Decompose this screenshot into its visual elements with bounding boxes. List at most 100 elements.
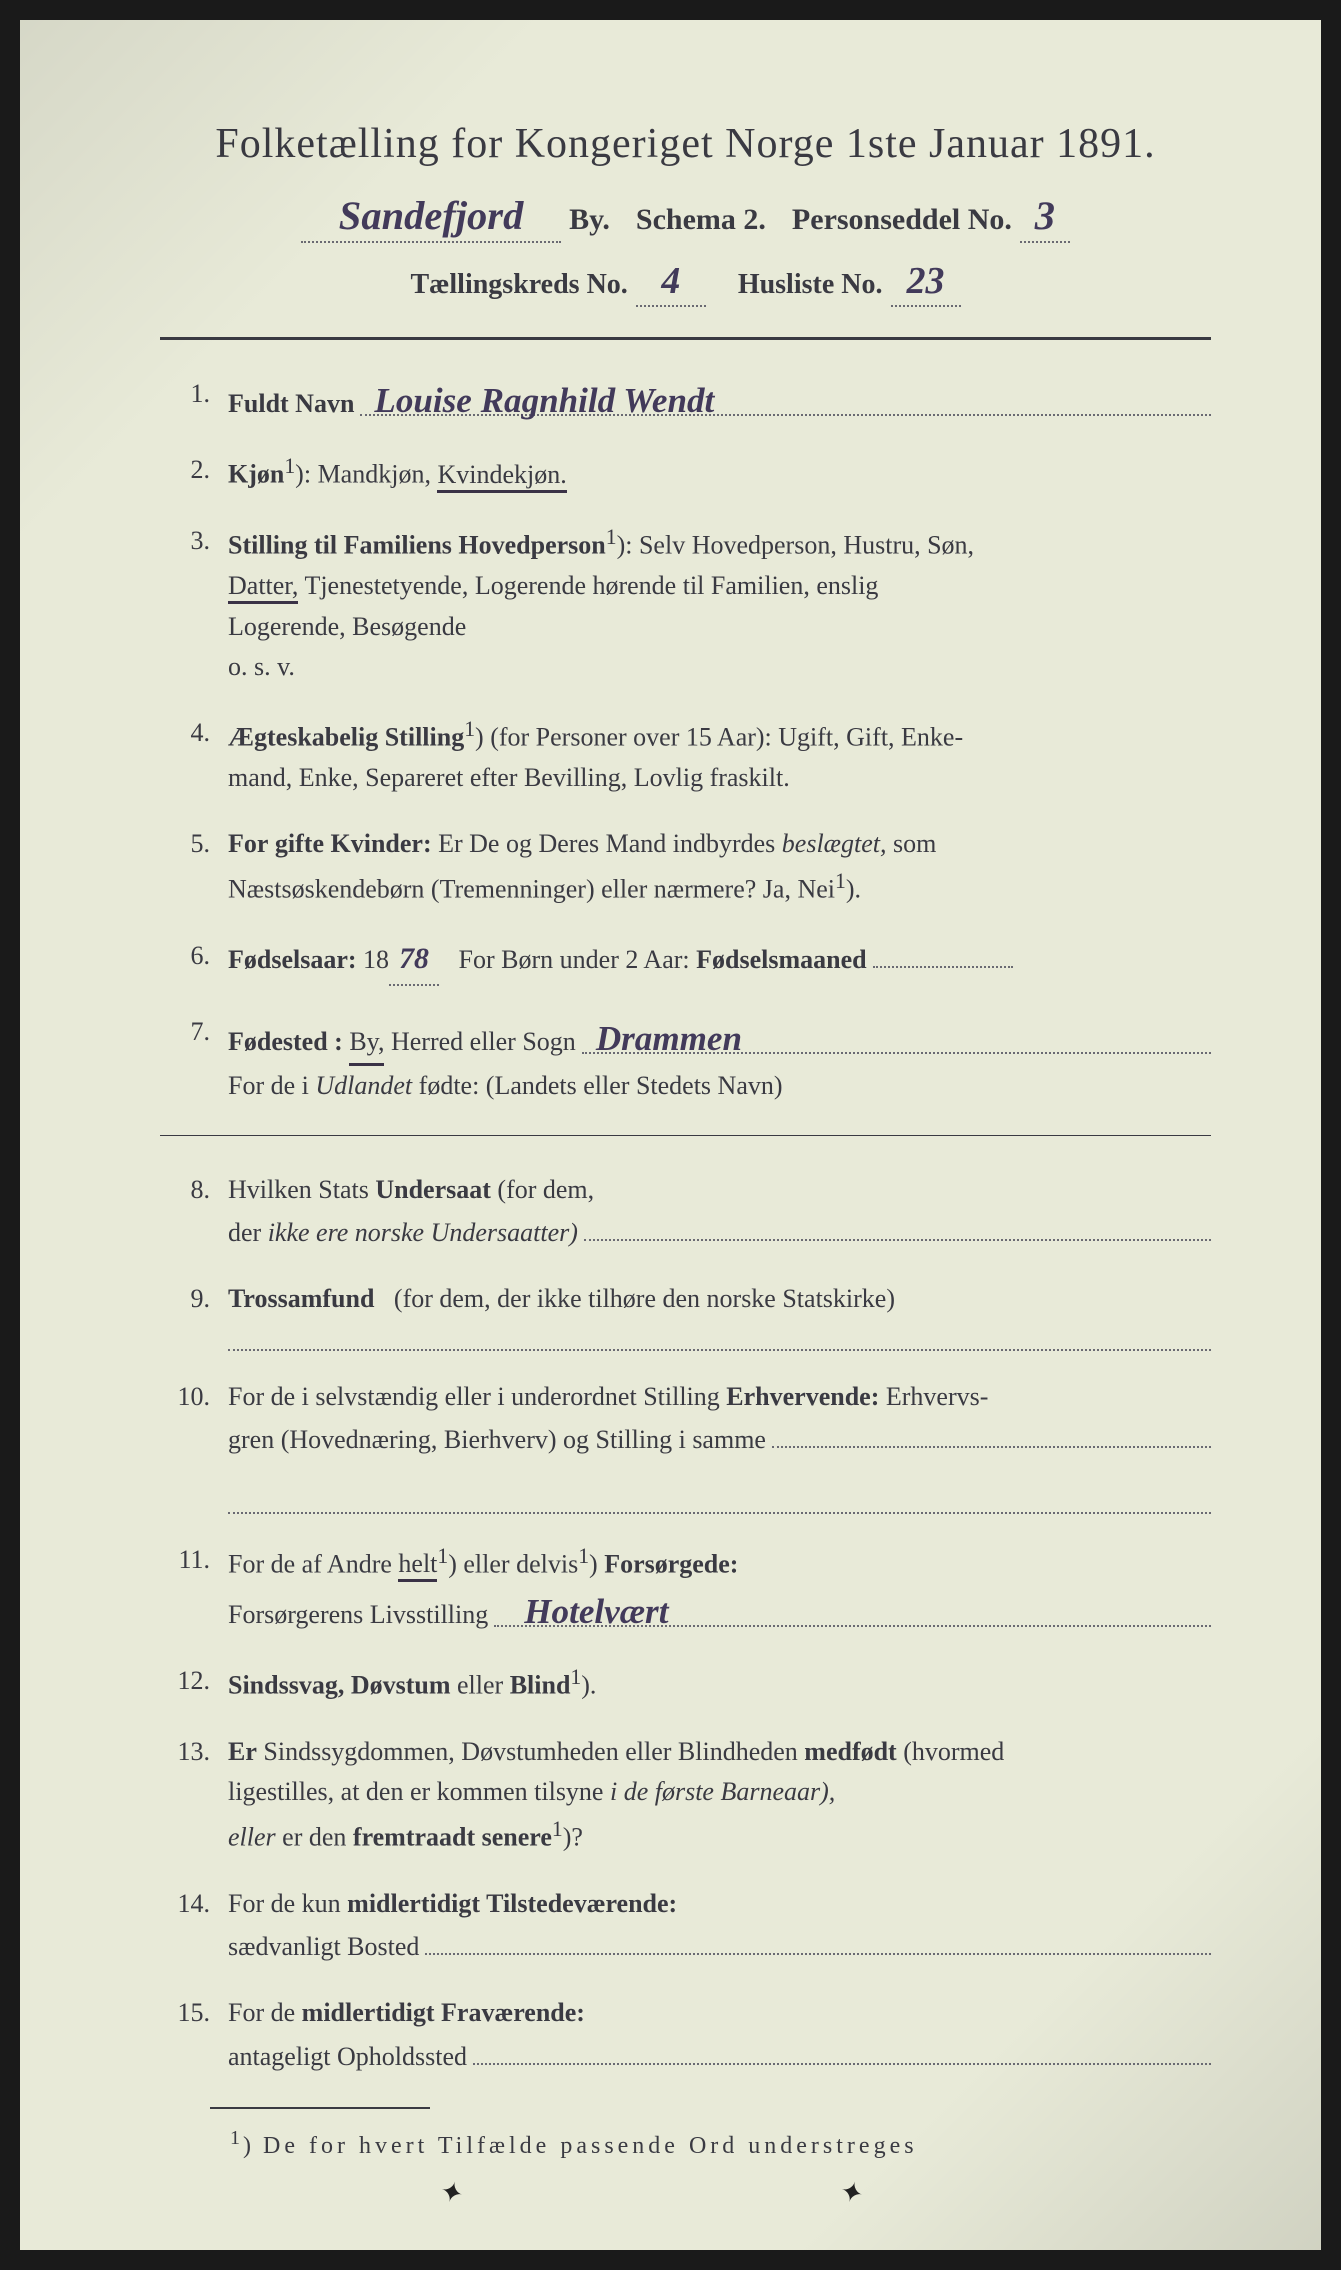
item-8-line1c: (for dem,: [497, 1175, 594, 1204]
schema-label: Schema 2.: [636, 203, 766, 237]
item-15-line1a: For de: [228, 1998, 295, 2027]
item-13-line3b: fremtraadt senere: [353, 1822, 552, 1851]
item-3-line4: o. s. v.: [228, 652, 295, 681]
item-6: 6. Fødselsaar: 1878 For Børn under 2 Aar…: [160, 936, 1211, 986]
sup: 1: [552, 1817, 563, 1841]
tick-mark-icon: ✦: [436, 2174, 467, 2213]
item-8: 8. Hvilken Stats Undersaat (for dem, der…: [160, 1170, 1211, 1254]
item-2-label: Kjøn: [228, 460, 284, 489]
item-10-line1c: Erhvervs-: [886, 1382, 989, 1411]
item-8-line2a: der: [228, 1213, 261, 1253]
item-4: 4. Ægteskabelig Stilling1) (for Personer…: [160, 713, 1211, 798]
form-header: Folketælling for Kongeriget Norge 1ste J…: [160, 120, 1211, 307]
item-num: 2.: [160, 450, 210, 490]
item-13-line3a: er den: [282, 1822, 346, 1851]
opt-by: By,: [349, 1022, 384, 1066]
item-14: 14. For de kun midlertidigt Tilstedevære…: [160, 1884, 1211, 1968]
item-3-line2a: Tjenestetyende, Logerende hørende til Fa…: [304, 571, 878, 600]
opt-datter: Datter,: [228, 571, 298, 604]
item-11-mid: ) eller delvis: [448, 1549, 578, 1578]
item-num: 6.: [160, 936, 210, 976]
item-num: 7.: [160, 1012, 210, 1052]
item-7-line2i: Udlandet: [315, 1071, 412, 1100]
item-9-label: Trossamfund: [228, 1284, 374, 1313]
item-13-line3c: )?: [563, 1822, 583, 1851]
person-no-field: 3: [1020, 192, 1070, 243]
item-6-label2: Fødselsmaaned: [696, 945, 866, 974]
item-13-line2i: i de første Barneaar),: [610, 1777, 835, 1806]
full-name-field: Louise Ragnhild Wendt: [360, 374, 1211, 416]
header-line-2: Sandefjord By. Schema 2. Personseddel No…: [160, 192, 1211, 243]
kreds-no-field: 4: [636, 259, 706, 307]
birthplace-field: Drammen: [582, 1012, 1211, 1054]
item-num: 13.: [160, 1732, 210, 1772]
item-5-line2: Næstsøskendebørn (Tremenninger) eller næ…: [228, 874, 835, 903]
item-15-line1b: midlertidigt Fraværende:: [302, 1998, 585, 2027]
item-12-label2: Blind: [510, 1671, 571, 1700]
item-12-label: Sindssvag, Døvstum: [228, 1671, 451, 1700]
person-label: Personseddel No.: [792, 203, 1012, 237]
footnote-rule: [210, 2107, 430, 2109]
item-13: 13. Er Sindssygdommen, Døvstumheden elle…: [160, 1732, 1211, 1858]
item-10-line2: gren (Hovednæring, Bierhverv) og Stillin…: [228, 1420, 766, 1460]
item-13-line1d: (hvormed: [903, 1737, 1004, 1766]
item-num: 11.: [160, 1540, 210, 1580]
item-num: 9.: [160, 1279, 210, 1319]
form-items-2: 8. Hvilken Stats Undersaat (for dem, der…: [160, 1170, 1211, 2078]
form-items: 1. Fuldt Navn Louise Ragnhild Wendt 2. K…: [160, 374, 1211, 1107]
undersaat-field: [584, 1210, 1211, 1241]
item-12: 12. Sindssvag, Døvstum eller Blind1).: [160, 1661, 1211, 1706]
item-14-line2: sædvanligt Bosted: [228, 1927, 419, 1967]
header-line-3: Tællingskreds No. 4 Husliste No. 23: [160, 259, 1211, 307]
item-11-line1c: Forsørgede:: [604, 1549, 738, 1578]
item-4-line1: (for Personer over 15 Aar): Ugift, Gift,…: [490, 723, 963, 752]
item-num: 15.: [160, 1993, 210, 2033]
item-11-line1a: For de af Andre: [228, 1549, 392, 1578]
item-7-line2a: For de i: [228, 1071, 309, 1100]
birth-month-field: [873, 964, 1013, 968]
tick-mark-icon: ✦: [836, 2174, 867, 2213]
item-7-line2b: fødte: (Landets eller Stedets Navn): [419, 1071, 783, 1100]
item-11-line2: Forsørgerens Livsstilling: [228, 1595, 488, 1635]
provider-occupation-field: Hotelvært: [494, 1585, 1211, 1627]
birth-year-field: 78: [389, 936, 439, 986]
divider-mid: [160, 1135, 1211, 1136]
city-label: By.: [569, 203, 610, 237]
opt-kvindekjon: Kvindekjøn.: [437, 460, 566, 493]
opt-mandkjon: Mandkjøn,: [318, 460, 431, 489]
item-1: 1. Fuldt Navn Louise Ragnhild Wendt: [160, 374, 1211, 424]
sup: 1: [578, 1544, 589, 1568]
item-15-line2: antageligt Opholdssted: [228, 2037, 467, 2077]
item-num: 3.: [160, 521, 210, 561]
sup: 1: [835, 869, 846, 893]
item-10-line1a: For de i selvstændig eller i underordnet…: [228, 1382, 720, 1411]
item-num: 14.: [160, 1884, 210, 1924]
item-4-label: Ægteskabelig Stilling: [228, 723, 464, 752]
footnote-text: De for hvert Tilfælde passende Ord under…: [263, 2133, 918, 2159]
footnote-sup: 1: [230, 2127, 243, 2149]
item-10-line1b: Erhvervende:: [726, 1382, 879, 1411]
year-prefix: 18: [363, 945, 389, 974]
item-3-line1a: Selv Hovedperson, Hustru, Søn,: [639, 531, 974, 560]
item-7-opts: Herred eller Sogn: [391, 1022, 576, 1062]
item-5: 5. For gifte Kvinder: Er De og Deres Man…: [160, 824, 1211, 909]
item-12-mid: eller: [457, 1671, 503, 1700]
city-field: Sandefjord: [301, 192, 561, 243]
item-1-label: Fuldt Navn: [228, 384, 354, 424]
item-10: 10. For de i selvstændig eller i underor…: [160, 1377, 1211, 1514]
item-5-ital1: beslægtet,: [782, 829, 887, 858]
item-15: 15. For de midlertidigt Fraværende: anta…: [160, 1993, 1211, 2077]
item-5-label-b: gifte Kvinder:: [275, 829, 432, 858]
item-num: 10.: [160, 1377, 210, 1417]
usual-residence-field: [425, 1924, 1211, 1955]
item-8-line1b: Undersaat: [375, 1175, 491, 1204]
probable-residence-field: [473, 2034, 1211, 2065]
item-5-line1: Er De og Deres Mand indbyrdes: [438, 829, 775, 858]
occupation-field-1: [772, 1417, 1211, 1448]
item-13-line1c: medfødt: [804, 1737, 896, 1766]
item-3: 3. Stilling til Familiens Hovedperson1):…: [160, 521, 1211, 687]
sup: 1: [570, 1665, 581, 1689]
item-6-label: Fødselsaar:: [228, 945, 357, 974]
item-5-line1b: som: [893, 829, 936, 858]
item-9: 9. Trossamfund (for dem, der ikke tilhør…: [160, 1279, 1211, 1350]
